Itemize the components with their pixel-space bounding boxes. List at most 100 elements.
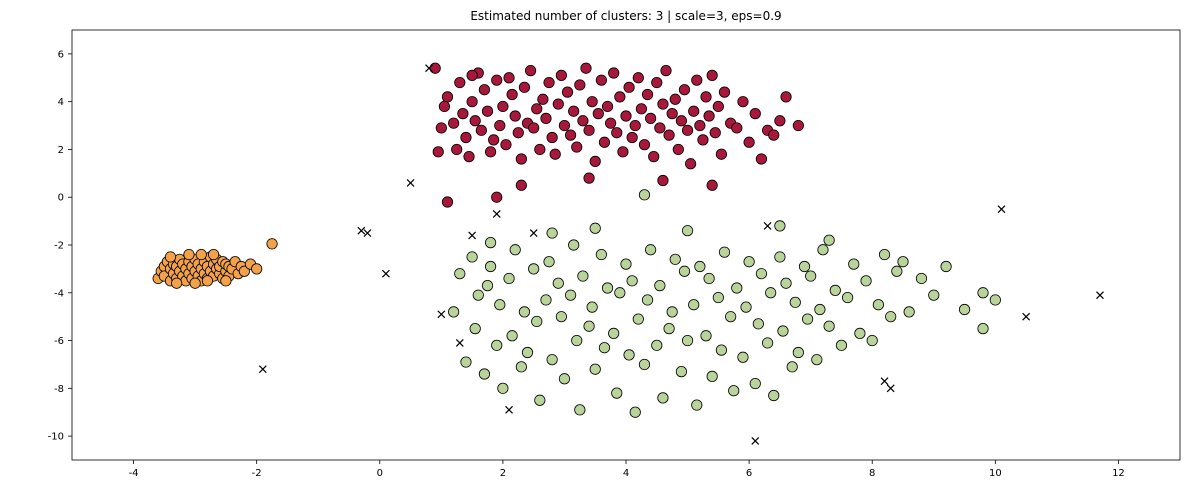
y-tick-label: -8: [54, 384, 64, 395]
cluster-1-point: [461, 132, 471, 142]
cluster-2-point: [916, 273, 926, 283]
cluster-2-point: [849, 259, 859, 269]
cluster-1-point: [655, 123, 665, 133]
cluster-2-point: [719, 247, 729, 257]
cluster-1-point: [732, 123, 742, 133]
cluster-2-point: [676, 366, 686, 376]
cluster-2-point: [504, 273, 514, 283]
cluster-1-point: [470, 116, 480, 126]
cluster-2-point: [692, 400, 702, 410]
cluster-2-point: [639, 190, 649, 200]
cluster-1-point: [452, 144, 462, 154]
cluster-1-point: [492, 192, 502, 202]
cluster-1-point: [612, 128, 622, 138]
cluster-2-point: [455, 268, 465, 278]
cluster-1-point: [692, 75, 702, 85]
cluster-1-point: [455, 77, 465, 87]
cluster-2-point: [590, 364, 600, 374]
cluster-1-point: [633, 73, 643, 83]
cluster-1-point: [602, 101, 612, 111]
cluster-1-point: [488, 135, 498, 145]
cluster-0-point: [267, 239, 277, 249]
chart-title: Estimated number of clusters: 3 | scale=…: [470, 9, 781, 23]
x-tick-label: 10: [989, 468, 1002, 479]
cluster-0-point: [165, 252, 175, 262]
cluster-1-point: [507, 89, 517, 99]
y-tick-label: -10: [48, 432, 64, 443]
cluster-1-point: [630, 120, 640, 130]
cluster-1-point: [433, 147, 443, 157]
cluster-2-point: [645, 245, 655, 255]
cluster-2-point: [738, 352, 748, 362]
cluster-1-point: [652, 77, 662, 87]
cluster-2-point: [775, 221, 785, 231]
cluster-1-point: [673, 144, 683, 154]
cluster-2-point: [608, 328, 618, 338]
cluster-2-point: [596, 249, 606, 259]
cluster-2-point: [495, 300, 505, 310]
cluster-1-point: [627, 132, 637, 142]
cluster-2-point: [522, 347, 532, 357]
cluster-2-point: [892, 266, 902, 276]
cluster-2-point: [824, 235, 834, 245]
cluster-2-point: [535, 395, 545, 405]
cluster-2-point: [978, 288, 988, 298]
cluster-2-point: [765, 288, 775, 298]
cluster-0-point: [208, 249, 218, 259]
x-tick-label: 12: [1112, 468, 1125, 479]
cluster-2-point: [642, 295, 652, 305]
cluster-2-point: [470, 323, 480, 333]
cluster-2-point: [572, 335, 582, 345]
cluster-1-point: [649, 151, 659, 161]
cluster-1-point: [621, 111, 631, 121]
cluster-2-point: [824, 321, 834, 331]
cluster-1-point: [701, 92, 711, 102]
cluster-2-point: [658, 393, 668, 403]
cluster-2-point: [584, 321, 594, 331]
cluster-2-point: [544, 257, 554, 267]
cluster-2-point: [528, 264, 538, 274]
cluster-1-point: [578, 116, 588, 126]
cluster-2-point: [507, 331, 517, 341]
y-tick-label: -6: [54, 336, 64, 347]
y-tick-label: -2: [54, 241, 64, 252]
x-tick-label: -2: [252, 468, 262, 479]
cluster-1-point: [599, 137, 609, 147]
x-tick-label: 4: [623, 468, 629, 479]
cluster-2-point: [704, 273, 714, 283]
cluster-2-point: [818, 245, 828, 255]
cluster-2-point: [812, 354, 822, 364]
cluster-1-point: [482, 106, 492, 116]
cluster-2-point: [612, 388, 622, 398]
cluster-1-point: [738, 96, 748, 106]
cluster-0-point: [184, 249, 194, 259]
cluster-2-point: [556, 311, 566, 321]
cluster-2-point: [682, 335, 692, 345]
cluster-1-point: [436, 123, 446, 133]
x-tick-label: 8: [869, 468, 875, 479]
cluster-2-point: [482, 280, 492, 290]
cluster-1-point: [442, 197, 452, 207]
cluster-2-point: [602, 283, 612, 293]
cluster-2-point: [467, 252, 477, 262]
cluster-1-point: [756, 154, 766, 164]
cluster-1-point: [513, 128, 523, 138]
cluster-1-point: [639, 139, 649, 149]
cluster-2-point: [575, 405, 585, 415]
cluster-2-point: [756, 268, 766, 278]
cluster-2-point: [633, 314, 643, 324]
cluster-1-point: [550, 149, 560, 159]
cluster-1-point: [479, 85, 489, 95]
x-tick-label: 2: [500, 468, 506, 479]
cluster-2-point: [559, 374, 569, 384]
cluster-1-point: [442, 92, 452, 102]
cluster-0-point: [221, 276, 231, 286]
cluster-2-point: [664, 323, 674, 333]
cluster-2-point: [836, 340, 846, 350]
cluster-2-point: [498, 383, 508, 393]
cluster-1-point: [781, 92, 791, 102]
cluster-1-point: [695, 120, 705, 130]
cluster-2-point: [655, 280, 665, 290]
cluster-2-point: [448, 307, 458, 317]
cluster-1-point: [618, 147, 628, 157]
